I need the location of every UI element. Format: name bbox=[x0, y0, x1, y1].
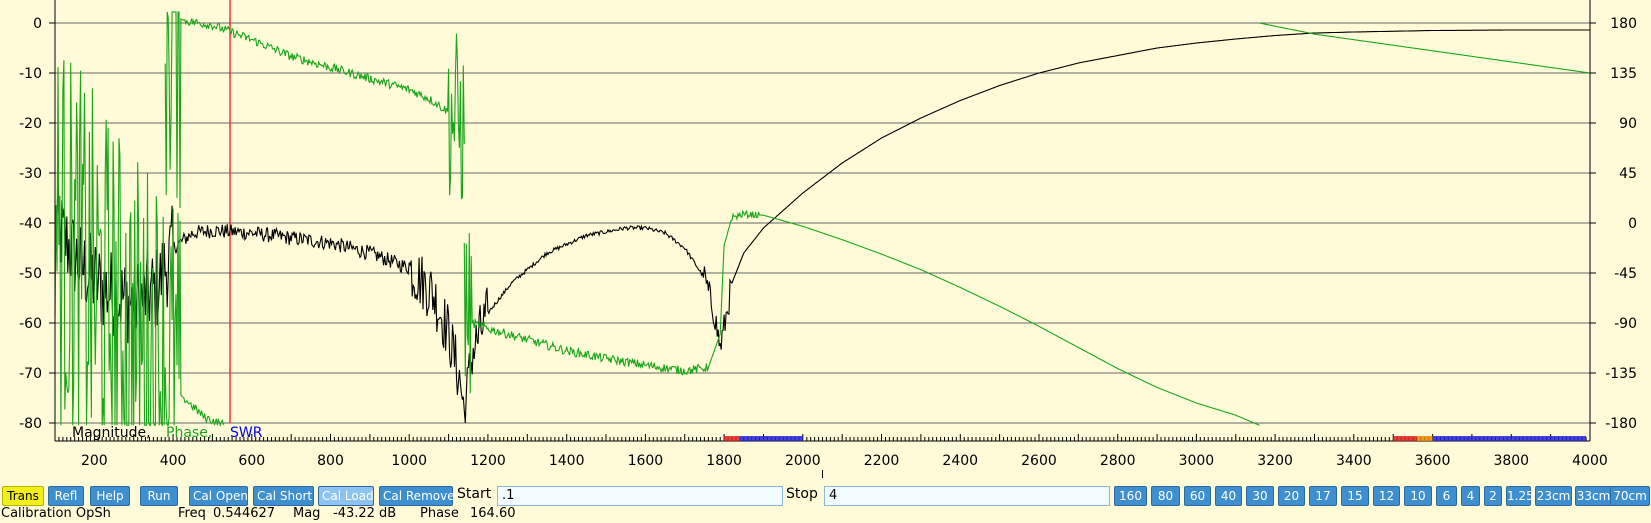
x-tick-label: 200 bbox=[81, 453, 108, 469]
freq-value: 0.544627 bbox=[213, 506, 276, 521]
refl-button[interactable]: Refl bbox=[48, 486, 84, 506]
x-tick-label: 2800 bbox=[1100, 453, 1136, 469]
y-right-tick-label: 180 bbox=[1610, 16, 1637, 32]
band-strip bbox=[1432, 436, 1587, 441]
help-button[interactable]: Help bbox=[90, 486, 130, 506]
legend-entry: SWR bbox=[230, 425, 263, 441]
band-button-17[interactable]: 17 bbox=[1309, 486, 1337, 506]
band-button-12[interactable]: 12 bbox=[1373, 486, 1400, 506]
start-input[interactable]: .1 bbox=[497, 486, 783, 506]
band-button-33cm[interactable]: 33cm bbox=[1575, 486, 1612, 506]
phase-label: Phase bbox=[420, 506, 459, 521]
run-button[interactable]: Run bbox=[140, 486, 178, 506]
x-tick-label: 2400 bbox=[942, 453, 978, 469]
magnitude-line bbox=[54, 29, 1590, 424]
x-tick-label: 1800 bbox=[706, 453, 742, 469]
band-strip bbox=[739, 436, 803, 441]
band-button-70cm[interactable]: 70cm bbox=[1610, 486, 1650, 506]
phase-line bbox=[463, 209, 1260, 426]
y-right-tick-label: -45 bbox=[1614, 266, 1637, 282]
start-label: Start bbox=[457, 486, 492, 502]
cal-short-button[interactable]: Cal Short bbox=[253, 486, 314, 506]
stop-input[interactable]: 4 bbox=[824, 486, 1110, 506]
band-button-80[interactable]: 80 bbox=[1151, 486, 1180, 506]
y-right-tick-label: 90 bbox=[1619, 116, 1637, 132]
legend-entry: Magnitude, bbox=[72, 425, 151, 441]
y-left-tick-label: -70 bbox=[19, 366, 42, 382]
chart: 0 -10 -20 -30 -40 -50 -60 -70 -80 180 135 90 45 0 -45 -… bbox=[19, 0, 1637, 478]
y-right-tick-label: -135 bbox=[1605, 366, 1637, 382]
x-tick-label: 4000 bbox=[1572, 453, 1608, 469]
band-button-20[interactable]: 20 bbox=[1278, 486, 1305, 506]
mag-value: -43.22 dB bbox=[333, 506, 397, 521]
x-tick-label: 3600 bbox=[1415, 453, 1451, 469]
x-tick-label: 1400 bbox=[549, 453, 585, 469]
x-tick-label: 2200 bbox=[864, 453, 900, 469]
y-right-tick-label: 45 bbox=[1619, 166, 1637, 182]
calibration-status: Calibration OpSh bbox=[1, 506, 111, 521]
y-right-tick-label: 135 bbox=[1610, 66, 1637, 82]
phase-line bbox=[54, 60, 225, 427]
band-button-6[interactable]: 6 bbox=[1436, 486, 1457, 506]
band-button-30[interactable]: 30 bbox=[1246, 486, 1274, 506]
x-tick-label: 3800 bbox=[1493, 453, 1529, 469]
legend-entry: Phase, bbox=[166, 425, 212, 441]
band-button-4[interactable]: 4 bbox=[1461, 486, 1480, 506]
stop-label: Stop bbox=[786, 486, 818, 502]
x-tick-label: 400 bbox=[160, 453, 187, 469]
trans-button[interactable]: Trans bbox=[2, 486, 44, 506]
cal-remove-button[interactable]: Cal Remove bbox=[379, 486, 455, 506]
band-button-1-25[interactable]: 1.25 bbox=[1506, 486, 1534, 506]
band-strip bbox=[1393, 436, 1417, 441]
x-tick-label: 800 bbox=[317, 453, 344, 469]
y-left-tick-label: -30 bbox=[19, 166, 42, 182]
cal-open-button[interactable]: Cal Open bbox=[189, 486, 248, 506]
band-button-40[interactable]: 40 bbox=[1215, 486, 1242, 506]
y-left-tick-label: -40 bbox=[19, 216, 42, 232]
y-left-tick-label: -80 bbox=[19, 416, 42, 432]
y-right-tick-label: -180 bbox=[1605, 416, 1637, 432]
y-left-tick-label: -10 bbox=[19, 66, 42, 82]
band-strip bbox=[724, 436, 740, 441]
band-button-10[interactable]: 10 bbox=[1404, 486, 1432, 506]
mag-label: Mag bbox=[293, 506, 321, 521]
phase-line bbox=[164, 11, 465, 209]
y-right-tick-label: -90 bbox=[1614, 316, 1637, 332]
phase-line bbox=[1259, 22, 1591, 74]
x-tick-label: 3200 bbox=[1257, 453, 1293, 469]
x-tick-label: 3000 bbox=[1179, 453, 1215, 469]
cal-load-button[interactable]: Cal Load bbox=[318, 486, 374, 506]
x-tick-label: 1000 bbox=[391, 453, 427, 469]
band-button-60[interactable]: 60 bbox=[1184, 486, 1211, 506]
y-left-tick-label: -60 bbox=[19, 316, 42, 332]
y-left-tick-label: 0 bbox=[33, 16, 42, 32]
band-button-2[interactable]: 2 bbox=[1484, 486, 1502, 506]
band-button-160[interactable]: 160 bbox=[1114, 486, 1147, 506]
band-strip bbox=[1416, 436, 1433, 441]
x-tick-label: 2000 bbox=[785, 453, 821, 469]
x-tick-label: 600 bbox=[238, 453, 265, 469]
x-tick-label: 1200 bbox=[470, 453, 506, 469]
phase-value: 164.60 bbox=[470, 506, 516, 521]
x-tick-label: 1600 bbox=[628, 453, 664, 469]
y-right-tick-label: 0 bbox=[1628, 216, 1637, 232]
band-button-23cm[interactable]: 23cm bbox=[1535, 486, 1572, 506]
x-tick-label: 2600 bbox=[1021, 453, 1057, 469]
y-left-tick-label: -20 bbox=[19, 116, 42, 132]
freq-label: Freq bbox=[178, 506, 206, 521]
band-button-15[interactable]: 15 bbox=[1341, 486, 1369, 506]
y-left-tick-label: -50 bbox=[19, 266, 42, 282]
x-tick-label: 3400 bbox=[1336, 453, 1372, 469]
